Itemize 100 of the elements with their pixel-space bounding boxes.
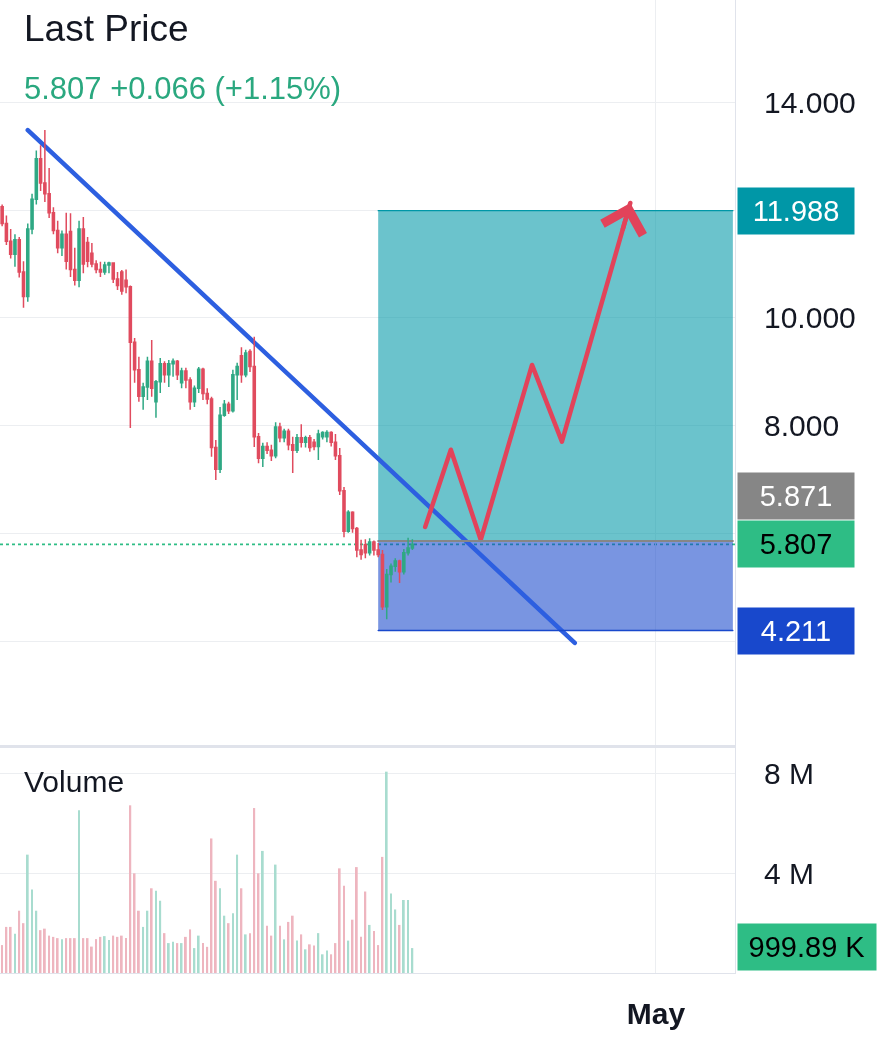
bar xyxy=(129,805,132,973)
bar xyxy=(95,939,98,973)
bar xyxy=(9,926,12,973)
bar xyxy=(202,943,204,973)
bar xyxy=(343,885,345,973)
bar xyxy=(189,929,192,973)
bar xyxy=(184,936,187,973)
text: 999.89 K xyxy=(748,931,866,963)
bar xyxy=(338,868,341,973)
candlestick xyxy=(299,423,304,449)
bar xyxy=(355,867,358,973)
bar xyxy=(266,925,268,973)
bar xyxy=(394,909,397,973)
bar xyxy=(274,864,277,973)
data-label: 11.988 xyxy=(752,195,840,227)
y-tick-label: 10.000 xyxy=(764,301,856,335)
candlestick xyxy=(243,349,248,379)
bar xyxy=(373,930,375,973)
bar xyxy=(150,888,153,973)
bar xyxy=(279,925,281,973)
y-tick-label: 8.000 xyxy=(764,409,840,443)
bar xyxy=(180,943,183,973)
bar xyxy=(360,936,362,973)
bar xyxy=(249,933,251,973)
bar xyxy=(43,928,46,973)
candlestick xyxy=(107,261,111,274)
bar xyxy=(321,954,324,973)
chart-title: Last Price xyxy=(24,8,189,49)
candlestick xyxy=(282,427,286,443)
bar xyxy=(82,938,85,973)
bar xyxy=(206,946,209,973)
bar xyxy=(112,935,115,973)
bar xyxy=(1,945,4,973)
bar xyxy=(176,943,179,973)
candlestick xyxy=(149,339,154,398)
bar xyxy=(65,938,68,973)
candlestick xyxy=(308,434,312,453)
candlestick xyxy=(13,233,17,268)
bar xyxy=(73,938,76,973)
bar xyxy=(120,935,123,973)
candlestick xyxy=(201,366,205,401)
candlestick xyxy=(278,421,282,443)
bar xyxy=(172,941,174,973)
bar xyxy=(308,944,311,973)
bar xyxy=(377,945,380,973)
candlestick xyxy=(269,444,274,462)
bar xyxy=(35,910,38,973)
bar xyxy=(261,850,264,973)
ref-line-label: 5.807 xyxy=(759,528,833,560)
bar xyxy=(56,938,59,973)
bar xyxy=(283,939,286,973)
x-tick-label: May xyxy=(626,997,686,1030)
y-tick-label: 4 M xyxy=(764,856,815,890)
candlestick xyxy=(167,359,171,388)
bar xyxy=(313,945,315,973)
candlestick xyxy=(367,537,372,557)
bar xyxy=(291,915,294,973)
bar xyxy=(300,934,303,973)
bar xyxy=(326,950,328,973)
bar xyxy=(407,899,409,973)
bar xyxy=(18,910,21,973)
data-label: 4.211 xyxy=(760,615,832,647)
bar xyxy=(14,933,16,973)
bar xyxy=(385,771,388,973)
bar xyxy=(48,935,51,973)
candlestick xyxy=(98,261,103,278)
candlestick xyxy=(60,229,64,257)
bar xyxy=(78,810,80,973)
bar xyxy=(167,943,170,973)
candlestick xyxy=(372,539,376,557)
bar xyxy=(330,954,333,973)
bar xyxy=(227,923,230,973)
candlestick xyxy=(261,441,265,468)
bar xyxy=(347,940,350,973)
bar xyxy=(390,893,392,973)
bar xyxy=(103,936,106,973)
bar xyxy=(236,854,239,973)
bar xyxy=(26,854,29,973)
candlestick xyxy=(295,433,299,454)
bar xyxy=(31,889,33,973)
candlestick xyxy=(316,428,321,461)
bar xyxy=(214,880,217,973)
bar xyxy=(296,940,298,973)
data-label: 5.871 xyxy=(759,480,833,512)
bar xyxy=(108,940,110,973)
bar xyxy=(61,939,63,973)
y-tick-label: 8 M xyxy=(764,757,815,791)
bar xyxy=(244,934,247,973)
candlestick xyxy=(303,434,308,449)
candlestick xyxy=(119,269,124,296)
candlestick xyxy=(312,438,316,451)
candlestick xyxy=(102,261,107,276)
text: 5.807 +0.066 (+1.15%) xyxy=(24,71,342,106)
bar xyxy=(125,938,127,973)
candlestick xyxy=(363,538,368,559)
bar xyxy=(219,888,221,973)
candlestick xyxy=(325,429,329,443)
bar xyxy=(402,899,405,973)
bar xyxy=(133,873,136,973)
candlestick xyxy=(384,568,389,620)
